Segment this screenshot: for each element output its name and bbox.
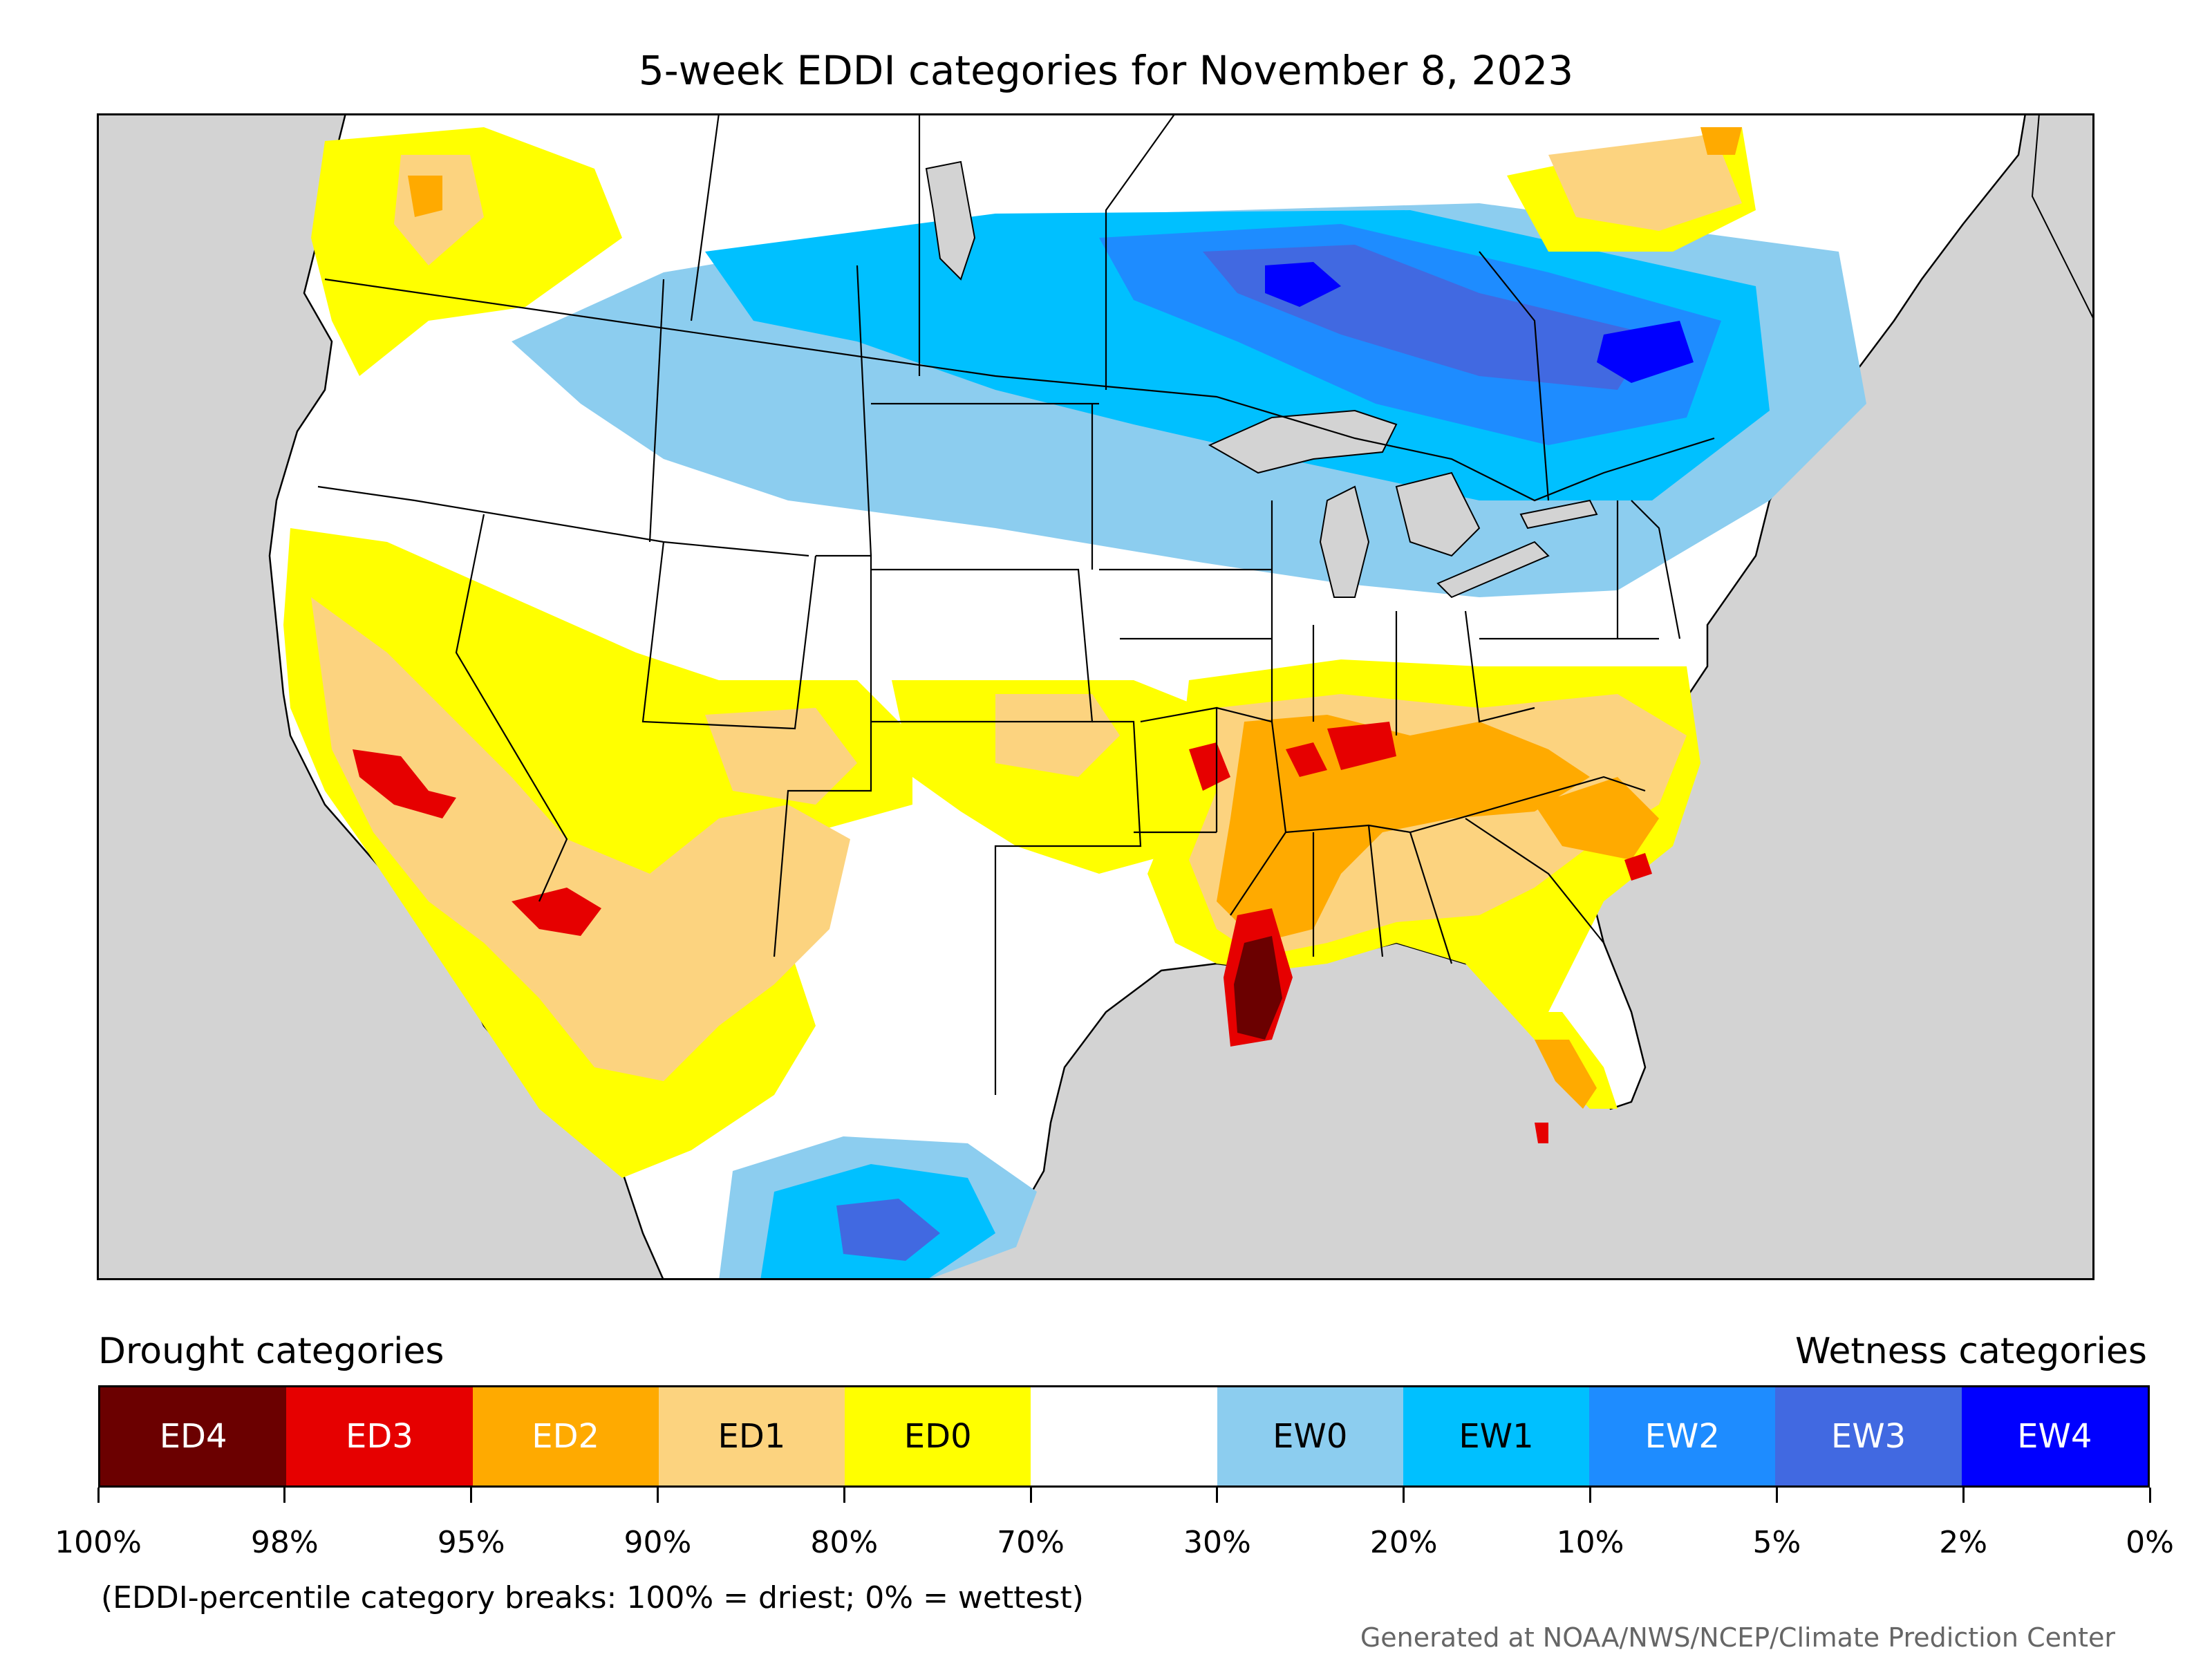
legend-tick <box>1403 1488 1405 1503</box>
legend-swatch-none <box>1031 1387 1217 1485</box>
legend-break-label: 2% <box>1939 1525 1988 1560</box>
region-ew3-south <box>836 1199 940 1261</box>
region-ed2-carolina <box>1535 777 1659 860</box>
credit-line: Generated at NOAA/NWS/NCEP/Climate Predi… <box>1360 1622 2115 1653</box>
legend-swatch-ew3: EW3 <box>1775 1387 1962 1485</box>
legend-swatch-ed0: ED0 <box>845 1387 1031 1485</box>
region-ed3-missouri <box>1189 742 1230 791</box>
region-ed4-lower-ms <box>1234 936 1282 1040</box>
legend-break-label: 95% <box>437 1525 505 1560</box>
region-ed2-northwest <box>408 176 442 217</box>
legend-break-label: 70% <box>997 1525 1065 1560</box>
legend-break-label: 0% <box>2126 1525 2174 1560</box>
map-title: 5-week EDDI categories for November 8, 2… <box>638 47 1574 94</box>
region-ed1-southwest-upper <box>705 708 857 805</box>
region-ew4-northeast <box>1597 321 1694 383</box>
legend-swatch-ed1: ED1 <box>658 1387 845 1485</box>
legend-tick <box>1029 1488 1032 1503</box>
legend-tick <box>1962 1488 1965 1503</box>
legend-swatch-ew4: EW4 <box>1961 1387 2148 1485</box>
region-ed1-quebec <box>1548 134 1742 231</box>
legend-break-label: 90% <box>624 1525 692 1560</box>
lake-superior <box>1208 409 1398 474</box>
gulf-of-st-lawrence <box>2031 113 2094 1280</box>
legend-break-label: 30% <box>1183 1525 1251 1560</box>
us-canada-border <box>324 278 1715 502</box>
region-ed3-arizona <box>512 888 601 936</box>
lake-winnipeg <box>925 160 976 281</box>
boundaries <box>317 113 1715 1095</box>
legend-tick <box>470 1488 473 1503</box>
region-ew4-north <box>1265 262 1341 307</box>
eddi-map <box>97 113 2094 1280</box>
legend-colorbar: ED4 ED3 ED2 ED1 ED0 EW0 EW1 EW2 EW3 EW4 <box>98 1385 2150 1488</box>
wetness-heading: Wetness categories <box>1795 1331 2147 1372</box>
legend-break-label: 10% <box>1556 1525 1624 1560</box>
region-ed3-indiana <box>1327 722 1396 770</box>
region-ed3-florida <box>1535 1123 1548 1143</box>
lake-erie <box>1436 541 1550 599</box>
category-note: (EDDI-percentile category breaks: 100% =… <box>101 1580 1084 1615</box>
drought-heading: Drought categories <box>98 1331 444 1372</box>
region-ed3-california <box>353 749 456 818</box>
legend-swatch-ew1: EW1 <box>1403 1387 1590 1485</box>
legend-swatch-ed4: ED4 <box>100 1387 287 1485</box>
region-ed0-plains <box>892 680 1217 874</box>
legend-swatch-ew2: EW2 <box>1589 1387 1776 1485</box>
legend-swatch-ed2: ED2 <box>472 1387 659 1485</box>
region-ed0-northwest <box>311 127 622 376</box>
legend-ticks: 100% 98% 95% 90% 80% 70% 30% 20% 10% 5% 2% 0% <box>0 1488 2212 1591</box>
legend-tick <box>656 1488 659 1503</box>
lake-ontario <box>1519 499 1598 529</box>
legend-tick <box>283 1488 286 1503</box>
legend-tick <box>1775 1488 1778 1503</box>
region-ed2-florida <box>1535 1040 1597 1109</box>
legend-swatch-ew0: EW0 <box>1217 1387 1403 1485</box>
eddi-category-regions <box>283 127 1866 1280</box>
region-ed2-quebec <box>1700 127 1742 155</box>
legend-tick <box>97 1488 100 1503</box>
legend-break-label: 20% <box>1369 1525 1438 1560</box>
region-ed1-west <box>311 597 850 1081</box>
lake-michigan <box>1319 485 1370 598</box>
legend-break-label: 5% <box>1752 1525 1801 1560</box>
legend-tick <box>1216 1488 1219 1503</box>
legend-break-label: 80% <box>810 1525 879 1560</box>
map-frame <box>97 113 2094 1280</box>
great-lakes <box>925 160 1598 599</box>
legend-tick <box>2148 1488 2151 1503</box>
legend-swatch-ed3: ED3 <box>286 1387 473 1485</box>
legend-tick <box>843 1488 845 1503</box>
region-ed3-illinois <box>1286 742 1327 777</box>
legend-break-label: 100% <box>55 1525 142 1560</box>
legend-break-label: 98% <box>250 1525 319 1560</box>
lake-huron <box>1395 471 1481 557</box>
region-ed1-plains <box>995 694 1120 777</box>
region-ed3-nc-coast <box>1624 853 1652 881</box>
legend-tick <box>1589 1488 1592 1503</box>
